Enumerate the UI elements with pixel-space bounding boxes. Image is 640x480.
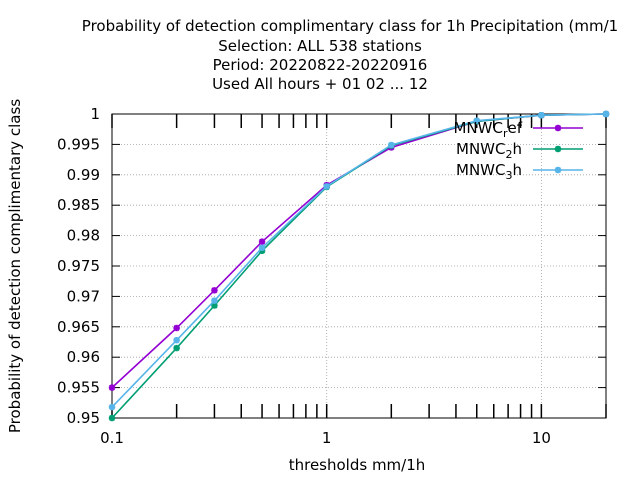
x-tick-label: 0.1 bbox=[100, 429, 124, 447]
point-mark bbox=[108, 403, 116, 411]
data-point bbox=[108, 384, 116, 391]
point-mark bbox=[173, 344, 180, 352]
y-tick-label: 0.99 bbox=[67, 166, 100, 184]
point-mark bbox=[602, 110, 610, 118]
data-point bbox=[323, 183, 330, 190]
data-point bbox=[108, 414, 116, 422]
data-point bbox=[473, 117, 480, 124]
chart-title-line-3: Period: 20220822-20220916 bbox=[212, 56, 428, 74]
point-mark bbox=[323, 183, 330, 190]
data-point bbox=[602, 110, 610, 118]
x-tick-label: 10 bbox=[532, 429, 551, 447]
legend-label: MNWC3h bbox=[456, 161, 522, 182]
y-tick-label: 0.975 bbox=[57, 257, 100, 275]
point-mark bbox=[258, 238, 266, 245]
legend-label: MNWCref bbox=[453, 119, 522, 140]
series-line bbox=[111, 113, 607, 408]
point-mark bbox=[211, 297, 218, 304]
point-mark bbox=[211, 302, 218, 309]
y-tick-label: 0.96 bbox=[67, 348, 100, 366]
data-point bbox=[554, 145, 562, 153]
grid-lines bbox=[111, 113, 606, 419]
data-point bbox=[388, 141, 395, 149]
point-mark bbox=[554, 145, 562, 153]
y-tick-label: 0.985 bbox=[57, 196, 100, 214]
point-mark bbox=[173, 337, 180, 344]
point-mark bbox=[388, 141, 395, 149]
data-point bbox=[173, 324, 180, 332]
y-tick-label: 0.95 bbox=[67, 409, 100, 427]
data-point bbox=[258, 238, 266, 245]
data-point bbox=[173, 336, 180, 344]
y-axis-label: Probability of detection complimentary c… bbox=[6, 99, 24, 433]
data-point bbox=[554, 124, 562, 132]
legend-label: MNWC2h bbox=[456, 140, 522, 161]
data-point bbox=[258, 244, 266, 251]
chart-title-line-1: Probability of detection complimentary c… bbox=[81, 17, 619, 35]
data-point bbox=[108, 403, 116, 411]
x-axis-label: thresholds mm/1h bbox=[289, 456, 426, 474]
tick-marks: 0.95 0.955 0.96 0.965 0.97 0.975 0.98 0.985 0.99… bbox=[57, 105, 607, 447]
data-point bbox=[173, 344, 180, 352]
y-tick-label: 0.965 bbox=[57, 318, 100, 336]
data-point bbox=[538, 112, 545, 119]
point-mark bbox=[258, 244, 266, 251]
legend-entry: MNWCref bbox=[453, 119, 583, 140]
data-point bbox=[211, 297, 218, 304]
point-mark bbox=[554, 166, 562, 174]
point-mark bbox=[211, 287, 218, 294]
point-mark bbox=[473, 117, 480, 124]
legend-entry: MNWC2h bbox=[456, 140, 583, 161]
point-mark bbox=[554, 124, 562, 132]
y-tick-label: 0.955 bbox=[57, 379, 100, 397]
legend-entry: MNWC3h bbox=[456, 161, 583, 182]
y-tick-label: 0.98 bbox=[67, 227, 100, 245]
data-point bbox=[211, 287, 218, 294]
y-tick-label: 0.97 bbox=[67, 287, 100, 305]
point-mark bbox=[108, 414, 116, 422]
chart-title-line-2: Selection: ALL 538 stations bbox=[218, 37, 422, 55]
y-tick-label: 0.995 bbox=[57, 135, 100, 153]
point-mark bbox=[173, 324, 180, 332]
y-tick-label: 1 bbox=[90, 105, 100, 123]
chart-title-line-4: Used All hours + 01 02 ... 12 bbox=[212, 75, 428, 93]
series-mnwc-ref bbox=[108, 110, 610, 391]
data-point bbox=[554, 166, 562, 174]
point-mark bbox=[538, 112, 545, 119]
x-tick-label: 1 bbox=[322, 429, 332, 447]
data-series bbox=[108, 110, 610, 422]
point-mark bbox=[108, 384, 116, 391]
series-line bbox=[111, 113, 607, 389]
series-mnwc-3h bbox=[108, 110, 610, 411]
